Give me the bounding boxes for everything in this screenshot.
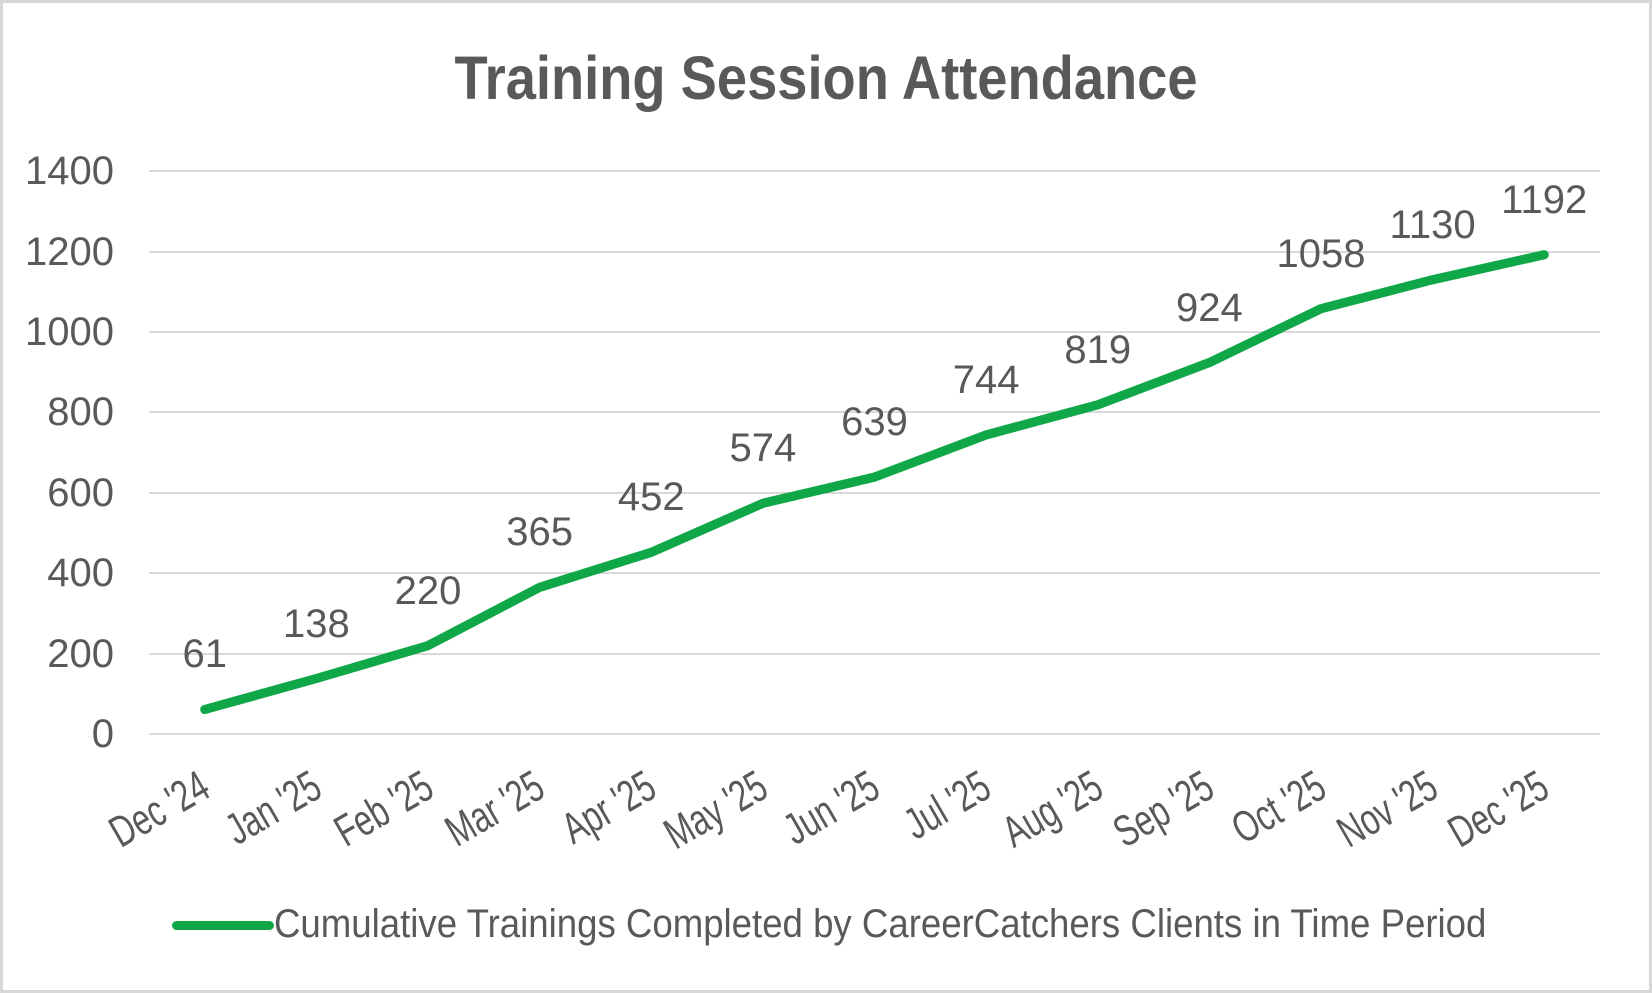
data-label: 138 <box>283 601 350 646</box>
gridline <box>149 491 1600 494</box>
data-label: 1130 <box>1389 202 1476 247</box>
gridline <box>149 572 1600 575</box>
data-label: 819 <box>1064 327 1132 372</box>
data-label: 574 <box>729 426 797 471</box>
gridline <box>149 170 1600 173</box>
gridline <box>149 250 1600 253</box>
data-label: 365 <box>506 510 574 555</box>
chart-title: Training Session Attendance <box>454 43 1198 112</box>
series-line <box>200 250 1549 715</box>
gridline <box>149 331 1600 333</box>
y-axis-label: 1000 <box>25 310 114 354</box>
gridline <box>149 652 1600 655</box>
y-axis-label: 800 <box>47 390 114 435</box>
y-axis-label: 400 <box>47 551 114 596</box>
data-label: 639 <box>841 400 908 445</box>
data-label: 1192 <box>1501 177 1588 222</box>
y-axis-label: 200 <box>47 631 114 676</box>
y-axis-label: 600 <box>47 470 114 515</box>
y-axis-label: 1200 <box>25 229 114 274</box>
data-label: 220 <box>394 568 462 613</box>
gridline <box>149 733 1600 735</box>
data-label: 452 <box>617 475 685 520</box>
gridline <box>149 411 1600 414</box>
y-axis-label: 0 <box>91 712 114 756</box>
data-label: 744 <box>952 357 1020 402</box>
data-label: 1058 <box>1276 231 1366 276</box>
data-label: 61 <box>182 632 228 677</box>
y-axis-label: 1400 <box>25 149 114 194</box>
data-label: 924 <box>1175 285 1243 330</box>
